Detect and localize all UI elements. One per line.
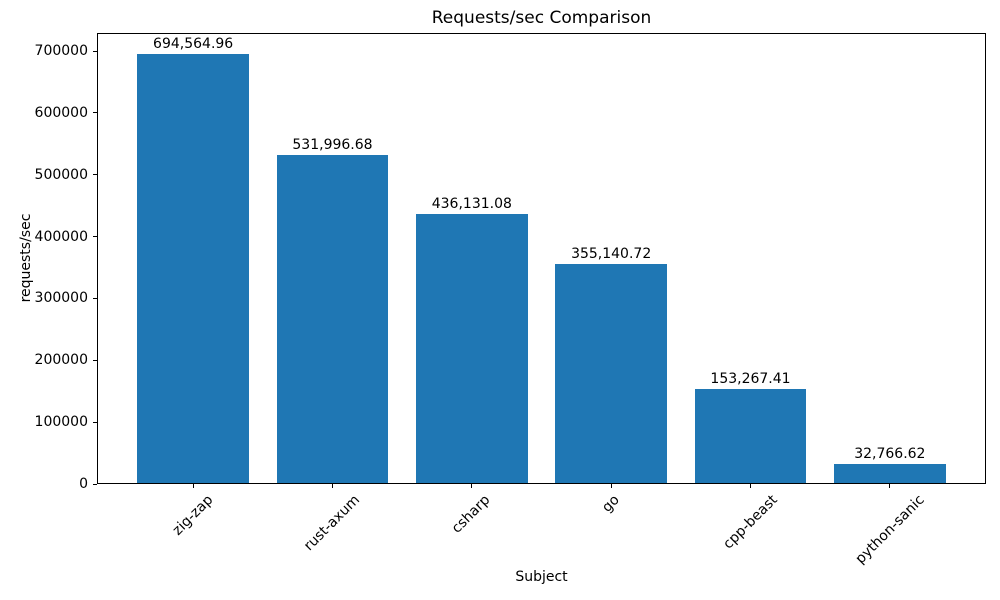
bar-value-label: 153,267.41 xyxy=(710,371,791,388)
bar-zig-zap xyxy=(137,54,249,483)
x-tick-mark xyxy=(331,484,333,488)
bar-value-label: 694,564.96 xyxy=(153,36,234,53)
x-tick-mark xyxy=(889,484,891,488)
y-tick-label: 600000 xyxy=(34,104,88,121)
chart-title: Requests/sec Comparison xyxy=(431,8,652,28)
bar-value-label: 436,131.08 xyxy=(431,196,512,213)
y-tick-label: 400000 xyxy=(34,228,88,245)
x-tick-label: rust-axum xyxy=(300,492,364,555)
y-tick-label: 200000 xyxy=(34,352,88,369)
x-tick-mark xyxy=(471,484,473,488)
bar-value-label: 32,766.62 xyxy=(854,445,926,462)
y-axis-label: requests/sec xyxy=(18,213,34,303)
y-tick-label: 0 xyxy=(79,476,88,492)
x-tick-mark xyxy=(192,484,194,488)
bar-rust-axum xyxy=(276,155,389,483)
x-tick-mark xyxy=(610,484,612,488)
x-tick-label: go xyxy=(599,492,623,516)
y-tick-mark xyxy=(93,174,97,176)
x-tick-mark xyxy=(750,484,751,488)
bar-go xyxy=(555,264,667,483)
y-tick-label: 700000 xyxy=(34,43,88,60)
y-tick-label: 500000 xyxy=(34,166,88,183)
y-tick-mark xyxy=(93,297,97,299)
y-tick-mark xyxy=(93,112,97,114)
x-axis-label: Subject xyxy=(515,569,568,585)
y-tick-mark xyxy=(93,236,97,238)
y-tick-label: 100000 xyxy=(34,414,88,431)
bar-csharp xyxy=(416,214,528,483)
x-tick-label: csharp xyxy=(449,492,494,537)
y-tick-mark xyxy=(93,421,97,423)
x-tick-label: cpp-beast xyxy=(720,492,781,553)
bar-value-label: 355,140.72 xyxy=(571,246,652,263)
bar-value-label: 531,996.68 xyxy=(292,137,373,153)
x-tick-label: python-sanic xyxy=(852,492,928,568)
y-tick-mark xyxy=(93,50,97,52)
bar-python-sanic xyxy=(834,463,946,483)
y-tick-mark xyxy=(93,483,97,485)
y-tick-mark xyxy=(93,359,97,361)
x-tick-label: zig-zap xyxy=(169,492,217,539)
bar-cpp-beast xyxy=(694,389,807,483)
y-tick-label: 300000 xyxy=(34,290,88,307)
